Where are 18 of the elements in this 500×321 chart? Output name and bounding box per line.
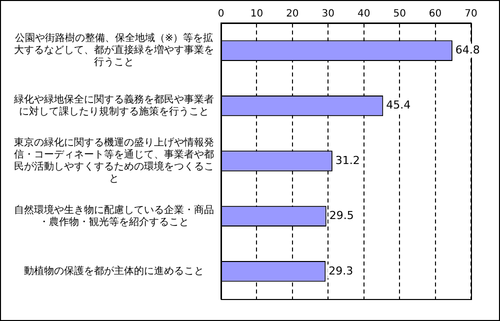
y-tick-label: 緑化や緑地保全に関する義務を都民や事業者に対して課したり規制する施策を行うこと xyxy=(13,93,214,118)
x-tick-label: 30 xyxy=(322,8,335,20)
x-tick-label: 20 xyxy=(286,8,299,20)
x-tick-label: 60 xyxy=(428,8,442,20)
y-tick-label: 公園や街路樹の整備、保全地域（※）等を拡大するなどして、都が直接緑を増やす事業を行うこと xyxy=(14,32,214,68)
data-label: 31.2 xyxy=(335,154,360,167)
y-tick-label: 動植物の保護を都が主体的に進めること xyxy=(24,264,204,277)
x-tick-label: 70 xyxy=(464,8,478,20)
data-label: 64.8 xyxy=(455,43,480,56)
x-tick-label: 0 xyxy=(218,8,224,20)
y-tick-label: 東京の緑化に関する機運の盛り上げや情報発信・コーディネート等を通じて、事業者や都民が活動しやすくするための環境をつくること xyxy=(14,136,214,185)
x-tick-label: 50 xyxy=(393,8,406,20)
data-label: 29.5 xyxy=(329,209,354,222)
y-tick-label: 自然環境や生き物に配慮している企業・商品・農作物・観光等を紹介すること xyxy=(14,204,214,228)
x-tick-label: 10 xyxy=(250,8,264,20)
data-label: 45.4 xyxy=(386,98,411,112)
x-tick-label: 40 xyxy=(357,8,370,20)
data-label: 29.3 xyxy=(328,264,354,278)
